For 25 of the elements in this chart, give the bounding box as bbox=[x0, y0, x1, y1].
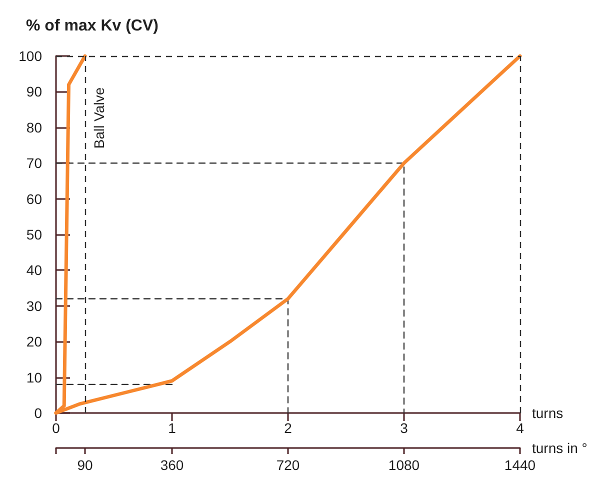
x-axis-title: turns bbox=[532, 405, 564, 421]
x2-axis-title: turns in ° bbox=[532, 440, 588, 456]
x2-tick-label: 1440 bbox=[504, 457, 536, 473]
x2-tick-label: 90 bbox=[77, 457, 93, 473]
y-tick-label: 80 bbox=[26, 119, 42, 136]
x2-tick-label: 720 bbox=[276, 457, 300, 473]
y-tick-label: 50 bbox=[26, 226, 42, 242]
y-tick-label: 90 bbox=[26, 84, 42, 100]
x-tick-label: 3 bbox=[400, 420, 408, 436]
y-tick-label: 40 bbox=[26, 262, 42, 278]
x2-tick-label: 1080 bbox=[388, 457, 420, 473]
y-tick-label: 100 bbox=[18, 48, 42, 64]
y-tick-label: 10 bbox=[26, 369, 42, 386]
text: Ball Valve bbox=[91, 87, 107, 149]
x-tick-label: 2 bbox=[284, 420, 292, 436]
y-tick-label: 30 bbox=[26, 298, 42, 314]
y-tick-label: 0 bbox=[34, 405, 42, 421]
x-tick-label: 4 bbox=[516, 420, 524, 436]
y-tick-label: 70 bbox=[26, 155, 42, 172]
y-tick-label: 60 bbox=[26, 190, 42, 207]
x2-tick-label: 360 bbox=[160, 457, 184, 473]
y-tick-label: 20 bbox=[26, 334, 42, 350]
x-tick-label: 0 bbox=[52, 420, 60, 436]
x-tick-label: 1 bbox=[168, 420, 176, 436]
y-axis-title: % of max Kv (CV) bbox=[26, 18, 158, 34]
